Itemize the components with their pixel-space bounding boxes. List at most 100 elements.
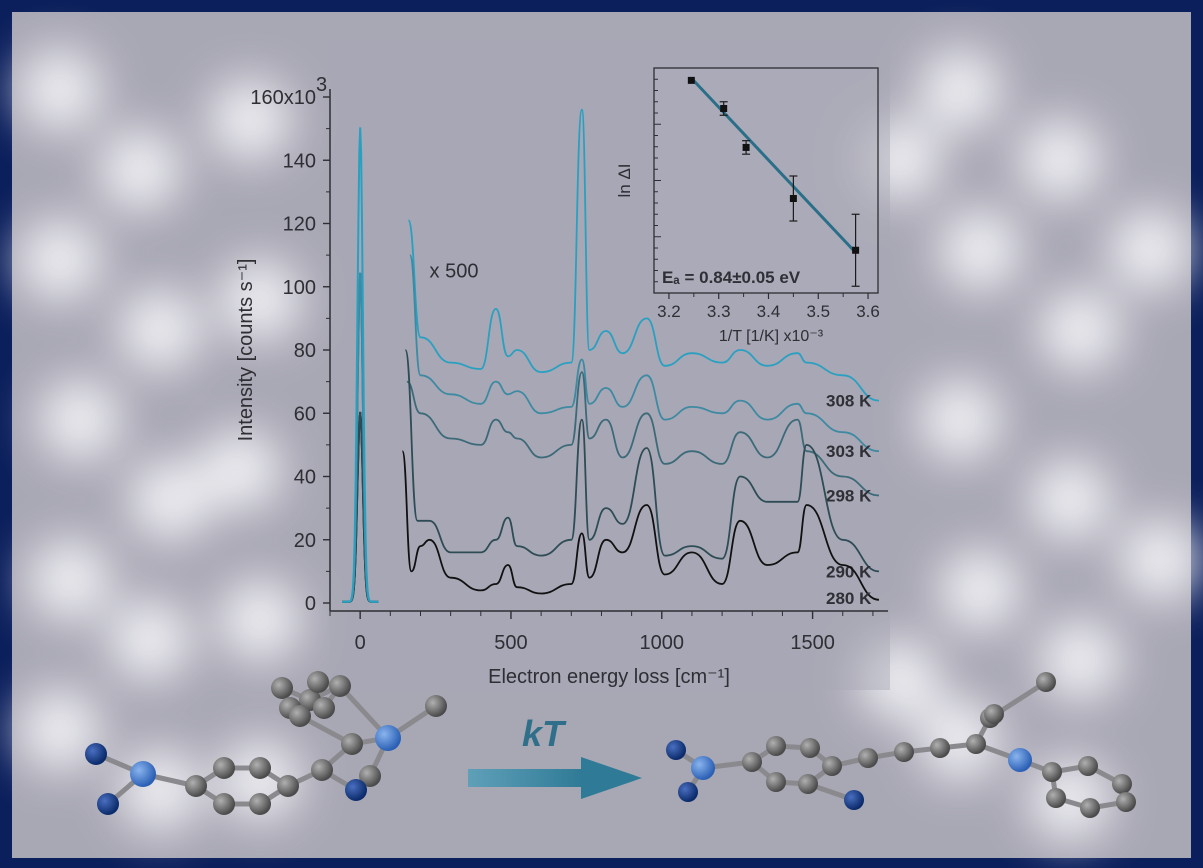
carbon-atom bbox=[798, 774, 818, 794]
carbon-atom bbox=[425, 695, 447, 717]
background-blob bbox=[38, 378, 122, 462]
series-line-303k bbox=[409, 254, 880, 453]
x-tick-label: 0 bbox=[355, 632, 366, 654]
series-line-290k bbox=[404, 349, 880, 573]
inset-x-tick-label: 3.6 bbox=[856, 302, 880, 321]
background-blob bbox=[938, 208, 1022, 292]
carbon-atom bbox=[742, 752, 762, 772]
nitrogen-atom bbox=[85, 743, 107, 765]
nitrogen-atom bbox=[1008, 748, 1032, 772]
nitrogen-atom bbox=[97, 793, 119, 815]
background-blob bbox=[1108, 208, 1192, 292]
series-label: 280 K bbox=[826, 589, 872, 608]
background-blob bbox=[198, 428, 282, 512]
data-point bbox=[789, 195, 797, 202]
carbon-atom bbox=[1042, 762, 1062, 782]
background-blob bbox=[1038, 288, 1122, 372]
carbon-atom bbox=[341, 733, 363, 755]
background-blob bbox=[18, 48, 102, 132]
carbon-atom bbox=[329, 675, 351, 697]
background-blob bbox=[208, 78, 292, 162]
x-tick-label: 500 bbox=[494, 632, 527, 654]
series-line-308k bbox=[407, 108, 880, 402]
y-tick-label: 100 bbox=[283, 277, 316, 299]
carbon-atom bbox=[313, 697, 335, 719]
y-tick-label: 120 bbox=[283, 214, 316, 236]
reaction-arrow bbox=[468, 757, 642, 799]
background-blob bbox=[218, 738, 302, 822]
background-blob bbox=[98, 128, 182, 212]
carbon-atom bbox=[766, 772, 786, 792]
inset-x-tick-label: 3.5 bbox=[806, 302, 830, 321]
y-tick-label: 0 bbox=[305, 593, 316, 615]
background-blob bbox=[1028, 458, 1112, 542]
arrow-label: kT bbox=[522, 713, 567, 754]
carbon-atom bbox=[249, 757, 271, 779]
nitrogen-atom bbox=[130, 761, 156, 787]
y-tick-label: 140 bbox=[283, 150, 316, 172]
carbon-atom bbox=[966, 734, 986, 754]
molecule-illustrations bbox=[85, 671, 1136, 818]
carbon-atom bbox=[1116, 792, 1136, 812]
carbon-atom bbox=[930, 738, 950, 758]
carbon-atom bbox=[307, 671, 329, 693]
carbon-atom bbox=[766, 736, 786, 756]
series-label: 290 K bbox=[826, 562, 872, 581]
inset-chart: 3.2 3.3 3.4 3.5 3.6 1/T [1/K] x10⁻³ ln ΔI Eₐ = … bbox=[615, 67, 880, 345]
carbon-atom bbox=[1080, 798, 1100, 818]
y-tick-superscript: 3 bbox=[316, 74, 327, 96]
background-blob bbox=[1118, 518, 1202, 602]
inset-y-title: ln ΔI bbox=[615, 163, 634, 197]
background-blur-pattern bbox=[18, 48, 1202, 842]
y-axis-title: Intensity [counts s⁻¹] bbox=[235, 259, 257, 442]
carbon-atom bbox=[311, 759, 333, 781]
background-blob bbox=[858, 638, 942, 722]
carbon-atom bbox=[894, 742, 914, 762]
inset-x-tick-label: 3.2 bbox=[657, 302, 681, 321]
x-tick-label: 1000 bbox=[640, 632, 685, 654]
inset-x-tick-label: 3.4 bbox=[757, 302, 781, 321]
series-line-280k bbox=[401, 450, 880, 601]
chart-backdrop bbox=[330, 40, 890, 690]
y-tick-label: 80 bbox=[294, 340, 316, 362]
series-label: 303 K bbox=[826, 442, 872, 461]
carbon-atom bbox=[289, 705, 311, 727]
carbon-atom bbox=[1078, 756, 1098, 776]
carbon-atom bbox=[1036, 672, 1056, 692]
carbon-atom bbox=[984, 704, 1004, 724]
carbon-atom bbox=[359, 765, 381, 787]
carbon-atom bbox=[858, 748, 878, 768]
y-tick-label: 160x10 bbox=[250, 87, 316, 109]
nitrogen-atom bbox=[691, 756, 715, 780]
background-blob bbox=[18, 688, 102, 772]
nitrogen-atom bbox=[844, 790, 864, 810]
background-blob bbox=[918, 48, 1002, 132]
series-label: 308 K bbox=[826, 392, 872, 411]
x-axis-title: Electron energy loss [cm⁻¹] bbox=[488, 666, 730, 688]
carbon-atom bbox=[185, 775, 207, 797]
carbon-atom bbox=[1046, 788, 1066, 808]
background-blob bbox=[218, 578, 302, 662]
carbon-atom bbox=[1112, 774, 1132, 794]
series-label: 298 K bbox=[826, 486, 872, 505]
carbon-atom bbox=[271, 677, 293, 699]
background-blob bbox=[218, 258, 302, 342]
nitrogen-atom bbox=[678, 782, 698, 802]
background-blob bbox=[108, 598, 192, 682]
background-blob bbox=[858, 118, 942, 202]
nitrogen-atom bbox=[666, 740, 686, 760]
inset-x-title: 1/T [1/K] x10⁻³ bbox=[719, 328, 824, 345]
inset-frame bbox=[653, 67, 879, 294]
data-point bbox=[742, 143, 750, 151]
data-point bbox=[720, 105, 728, 112]
y-tick-label: 40 bbox=[294, 467, 316, 489]
nitrogen-atom bbox=[375, 725, 401, 751]
data-point bbox=[852, 246, 860, 254]
data-point bbox=[687, 76, 695, 84]
carbon-atom bbox=[213, 757, 235, 779]
background-blob bbox=[1018, 118, 1102, 202]
carbon-atom bbox=[277, 775, 299, 797]
